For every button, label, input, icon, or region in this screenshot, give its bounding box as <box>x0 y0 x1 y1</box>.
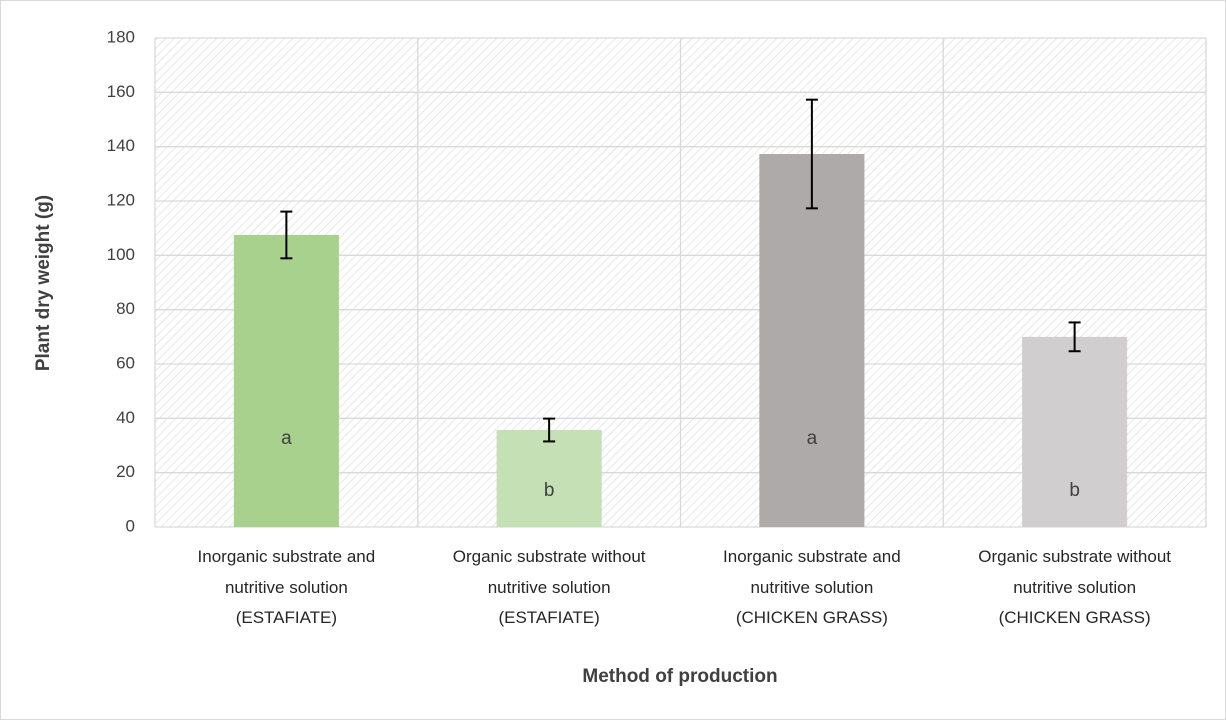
bar <box>496 430 602 527</box>
bar-annotation: a <box>807 428 818 449</box>
y-tick-label: 140 <box>107 136 135 155</box>
y-tick-label: 40 <box>116 408 135 427</box>
bar-annotation: b <box>544 480 555 501</box>
x-tick-label: Inorganic substrate and nutritive soluti… <box>723 547 901 627</box>
x-tick-label: Organic substrate without nutritive solu… <box>978 547 1171 627</box>
bar <box>1022 336 1128 527</box>
x-tick-label: Inorganic substrate and nutritive soluti… <box>197 547 376 627</box>
bar-annotation: b <box>1069 480 1080 501</box>
bar-annotation: a <box>281 428 292 449</box>
x-axis-title: Method of production <box>582 666 777 687</box>
y-axis-title: Plant dry weight (g) <box>33 195 54 371</box>
y-tick-label: 60 <box>116 353 135 372</box>
y-tick-label: 100 <box>107 245 135 264</box>
y-tick-label: 20 <box>116 462 135 481</box>
bar <box>759 154 865 528</box>
y-tick-label: 0 <box>126 516 135 535</box>
y-tick-label: 160 <box>107 82 135 101</box>
y-tick-label: 180 <box>107 27 135 46</box>
bar <box>233 234 339 528</box>
x-tick-label: Organic substrate without nutritive solu… <box>452 547 646 627</box>
y-tick-label: 120 <box>107 190 135 209</box>
y-tick-label: 80 <box>116 299 135 318</box>
